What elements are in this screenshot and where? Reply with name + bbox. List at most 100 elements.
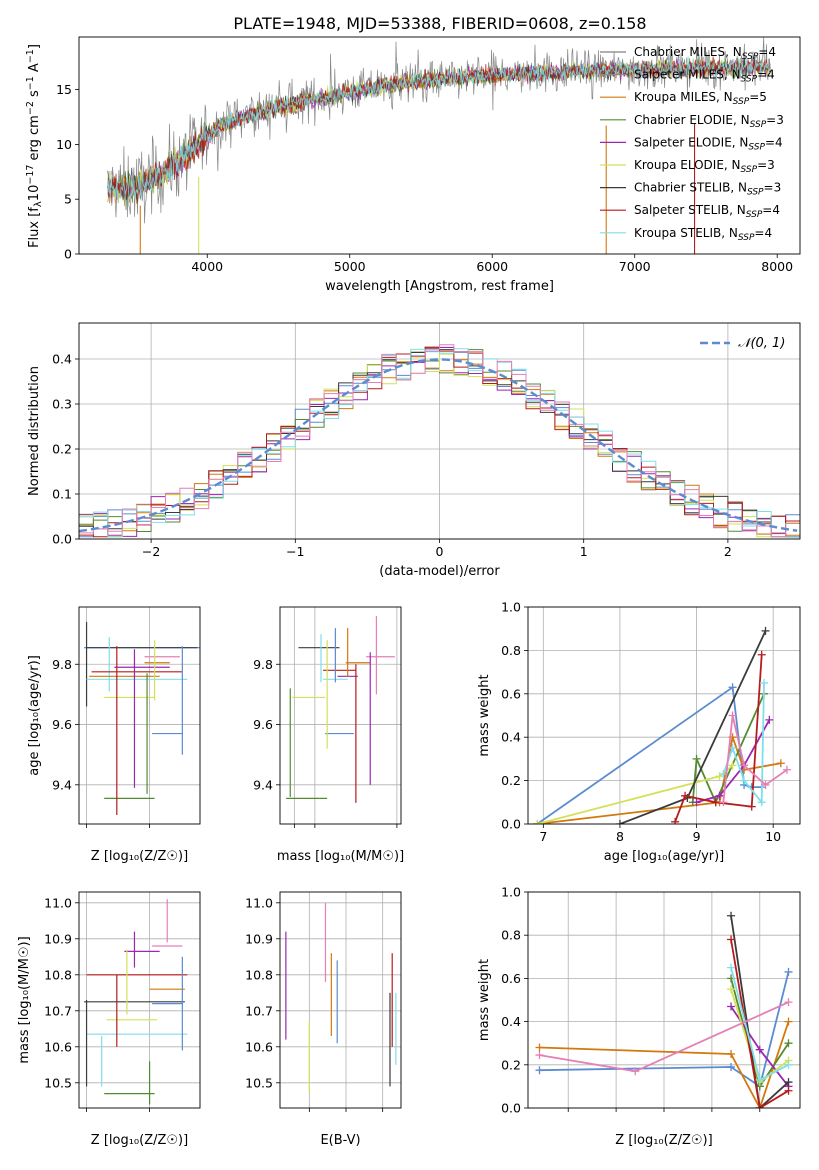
x-tick-label: 5000 [334, 259, 366, 274]
weight-marker [784, 967, 793, 976]
weight-marker [711, 798, 720, 807]
legend-entry: Chabrier ELODIE, NSSP=3 [634, 113, 784, 130]
y-tick-label: 9.8 [52, 657, 72, 672]
axes-frame [78, 36, 801, 255]
z-mass-panel: 10.5 10.6 10.7 10.8 10.9 11.0 Z [log₁₀(Z/Z☉)] m… [17, 891, 201, 1148]
y-tick-label: 0.2 [501, 773, 521, 788]
y-tick-label: 0.4 [52, 352, 72, 367]
weight-marker [535, 1051, 544, 1060]
weight-marker [719, 798, 728, 807]
weight-marker [784, 1039, 793, 1048]
y-tick-label: 10.5 [245, 1075, 273, 1090]
x-axis-label: age [log₁₀(age/yr)] [604, 849, 725, 864]
x-tick-label: 8000 [761, 259, 793, 274]
plot-area [533, 626, 791, 824]
legend-entry: Salpeter ELODIE, NSSP=4 [634, 135, 783, 152]
y-tick-label: 1.0 [501, 600, 521, 615]
axes-frame [527, 891, 801, 1109]
weight-marker [784, 998, 793, 1007]
x-axis-label: Z [log₁₀(Z/Z☉)] [615, 1133, 712, 1148]
x-tick-label: 8 [616, 829, 624, 844]
legend-entry: Salpeter STELIB, NSSP=4 [634, 203, 780, 220]
weight-marker [535, 1043, 544, 1052]
y-tick-label: 9.4 [253, 777, 273, 792]
weight-marker [761, 780, 770, 789]
weight-marker [782, 765, 791, 774]
legend-entry: Kroupa STELIB, NSSP=4 [634, 226, 772, 243]
weight-marker [757, 650, 766, 659]
y-tick-label: 10.7 [44, 1003, 72, 1018]
y-axis-label: Normed distribution [27, 366, 42, 496]
weight-marker [740, 761, 749, 770]
legend-entry: Salpeter MILES, NSSP=4 [634, 68, 775, 85]
axes-frame [527, 606, 801, 825]
spectrum-panel: 4000 5000 6000 7000 8000 0 5 10 15 wavelength [An… [25, 36, 801, 294]
weight-marker [728, 711, 737, 720]
y-tick-label: 0.4 [501, 730, 521, 745]
x-axis-label: mass [log₁₀(M/M☉)] [277, 849, 404, 864]
y-tick-label: 5 [64, 192, 72, 207]
z-weight-panel: 0.0 0.2 0.4 0.6 0.8 1.0 Z [log₁₀(Z/Z☉)] mass we… [477, 885, 801, 1148]
y-tick-label: 0.4 [501, 1014, 521, 1029]
x-tick-label: −2 [142, 544, 160, 559]
plot-area [285, 902, 397, 1094]
y-tick-label: 0.1 [52, 487, 72, 502]
y-tick-label: 0.2 [501, 1057, 521, 1072]
legend-entry: Kroupa ELODIE, NSSP=3 [634, 158, 775, 175]
mass-age-panel: 9.4 9.6 9.8 mass [log₁₀(M/M☉)] [253, 606, 404, 864]
plot-area [84, 622, 200, 815]
x-axis-label: E(B-V) [320, 1133, 360, 1148]
y-tick-label: 0.6 [501, 971, 521, 986]
y-tick-label: 10.7 [245, 1003, 273, 1018]
axes-frame [279, 891, 402, 1109]
weight-marker [765, 715, 774, 724]
weight-marker [757, 798, 766, 807]
ebv-mass-panel: 10.5 10.6 10.7 10.8 10.9 11.0 E(B-V) [245, 891, 402, 1148]
y-tick-label: 0.0 [501, 817, 521, 832]
weight-marker [727, 1002, 736, 1011]
x-axis-label: wavelength [Angstrom, rest frame] [325, 279, 554, 294]
weight-marker [681, 791, 690, 800]
plot-area [286, 616, 395, 803]
weight-marker [727, 985, 736, 994]
weight-marker [692, 798, 701, 807]
legend-entry: Chabrier STELIB, NSSP=3 [634, 181, 781, 198]
y-tick-label: 0 [64, 247, 72, 262]
y-tick-label: 10.6 [245, 1039, 273, 1054]
z-age-panel: 9.4 9.6 9.8 Z [log₁₀(Z/Z☉)] age [log₁₀(age/y… [27, 606, 201, 864]
weight-marker [784, 1017, 793, 1026]
weight-marker [631, 1067, 640, 1076]
y-axis-label: mass [log₁₀(M/M☉)] [17, 936, 32, 1063]
weight-marker [761, 626, 770, 635]
axes-frame [78, 322, 801, 540]
x-axis-label: (data-model)/error [379, 564, 500, 579]
y-tick-label: 0.0 [501, 1101, 521, 1116]
x-tick-label: 7 [539, 829, 547, 844]
y-tick-label: 10.6 [44, 1039, 72, 1054]
weight-marker [727, 1050, 736, 1058]
weight-marker [755, 1104, 764, 1108]
spectrum-line [107, 56, 771, 201]
y-tick-label: 9.8 [253, 657, 273, 672]
weight-marker [728, 683, 737, 692]
y-tick-label: 0.6 [501, 686, 521, 701]
y-tick-label: 9.6 [253, 717, 273, 732]
y-tick-label: 0.8 [501, 928, 521, 943]
axes-frame [78, 891, 201, 1109]
x-tick-label: 4000 [191, 259, 223, 274]
weight-line [730, 939, 789, 1108]
legend-entry: Chabrier MILES, NSSP=4 [634, 45, 776, 62]
gaussian-curve [79, 358, 798, 533]
weight-marker [755, 1075, 764, 1084]
plot-area [84, 899, 188, 1105]
y-tick-label: 1.0 [501, 885, 521, 900]
y-tick-label: 0.3 [52, 397, 72, 412]
y-tick-label: 0.2 [52, 442, 72, 457]
y-axis-label: Flux [fλ10−17 erg cm−2 s−1 A−1] [25, 44, 44, 248]
weight-line [730, 915, 790, 1108]
y-tick-label: 10.5 [44, 1075, 72, 1090]
weight-marker [615, 820, 624, 824]
weight-marker [535, 1066, 544, 1075]
x-tick-label: 6000 [476, 259, 508, 274]
